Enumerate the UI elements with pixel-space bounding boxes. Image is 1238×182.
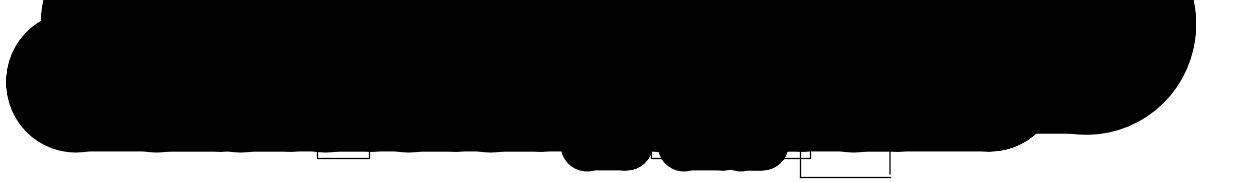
Bar <box>569 10 638 38</box>
Bar <box>317 10 385 38</box>
Text: 蒸汽: 蒸汽 <box>339 141 348 147</box>
Text: 尾气外排: 尾气外排 <box>961 21 979 27</box>
Text: 气液分离器1: 气液分离器1 <box>338 21 364 27</box>
Bar <box>924 68 985 96</box>
Bar <box>401 68 453 96</box>
Bar <box>569 130 621 158</box>
Text: 气液分离器3: 气液分离器3 <box>589 21 617 27</box>
Bar <box>748 68 800 96</box>
Bar <box>236 68 288 96</box>
Text: 复一效: 复一效 <box>588 79 602 85</box>
Bar <box>401 10 469 38</box>
Bar <box>664 10 737 38</box>
Bar <box>651 68 719 96</box>
Text: 压滤机: 压滤机 <box>186 79 198 85</box>
Text: 一效: 一效 <box>339 79 348 85</box>
Text: 三效: 三效 <box>508 79 516 85</box>
Bar <box>317 130 369 158</box>
Text: 缓冲罐1: 缓冲罐1 <box>586 141 604 147</box>
Text: 气液分离器2: 气液分离器2 <box>422 21 448 27</box>
Text: 尾气冷凝器1: 尾气冷凝器1 <box>687 21 713 27</box>
Bar <box>945 10 997 38</box>
Bar <box>748 130 810 158</box>
Text: 结晶储槽: 结晶储槽 <box>770 141 787 147</box>
Bar <box>1014 68 1066 96</box>
Text: 产品储罐: 产品储罐 <box>1031 79 1049 85</box>
Text: 离心机分离: 离心机分离 <box>673 141 696 147</box>
Bar <box>487 68 539 96</box>
Bar <box>569 68 621 96</box>
Bar <box>764 10 836 38</box>
Text: 离心机分离: 离心机分离 <box>851 79 872 85</box>
Text: 缓冲罐2: 缓冲罐2 <box>765 79 784 85</box>
Text: 尾气冷凝器2: 尾气冷凝器2 <box>786 21 813 27</box>
Bar <box>166 68 218 96</box>
Bar <box>827 68 895 96</box>
Text: 真空装置: 真空装置 <box>881 21 899 27</box>
Text: 二效: 二效 <box>422 79 431 85</box>
Text: 预热器: 预热器 <box>255 79 269 85</box>
Bar <box>860 10 919 38</box>
Bar <box>651 130 719 158</box>
Bar <box>317 68 369 96</box>
Text: 产品冷却器: 产品冷却器 <box>945 79 966 85</box>
Text: 浓缩蒸发器: 浓缩蒸发器 <box>673 79 696 85</box>
